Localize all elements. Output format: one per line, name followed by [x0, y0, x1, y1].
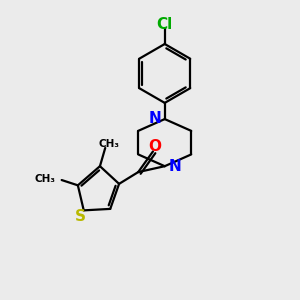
Text: N: N: [148, 111, 161, 126]
Text: Cl: Cl: [157, 17, 173, 32]
Text: CH₃: CH₃: [34, 174, 55, 184]
Text: O: O: [148, 139, 161, 154]
Text: N: N: [168, 159, 181, 174]
Text: S: S: [75, 209, 86, 224]
Text: CH₃: CH₃: [98, 139, 119, 148]
